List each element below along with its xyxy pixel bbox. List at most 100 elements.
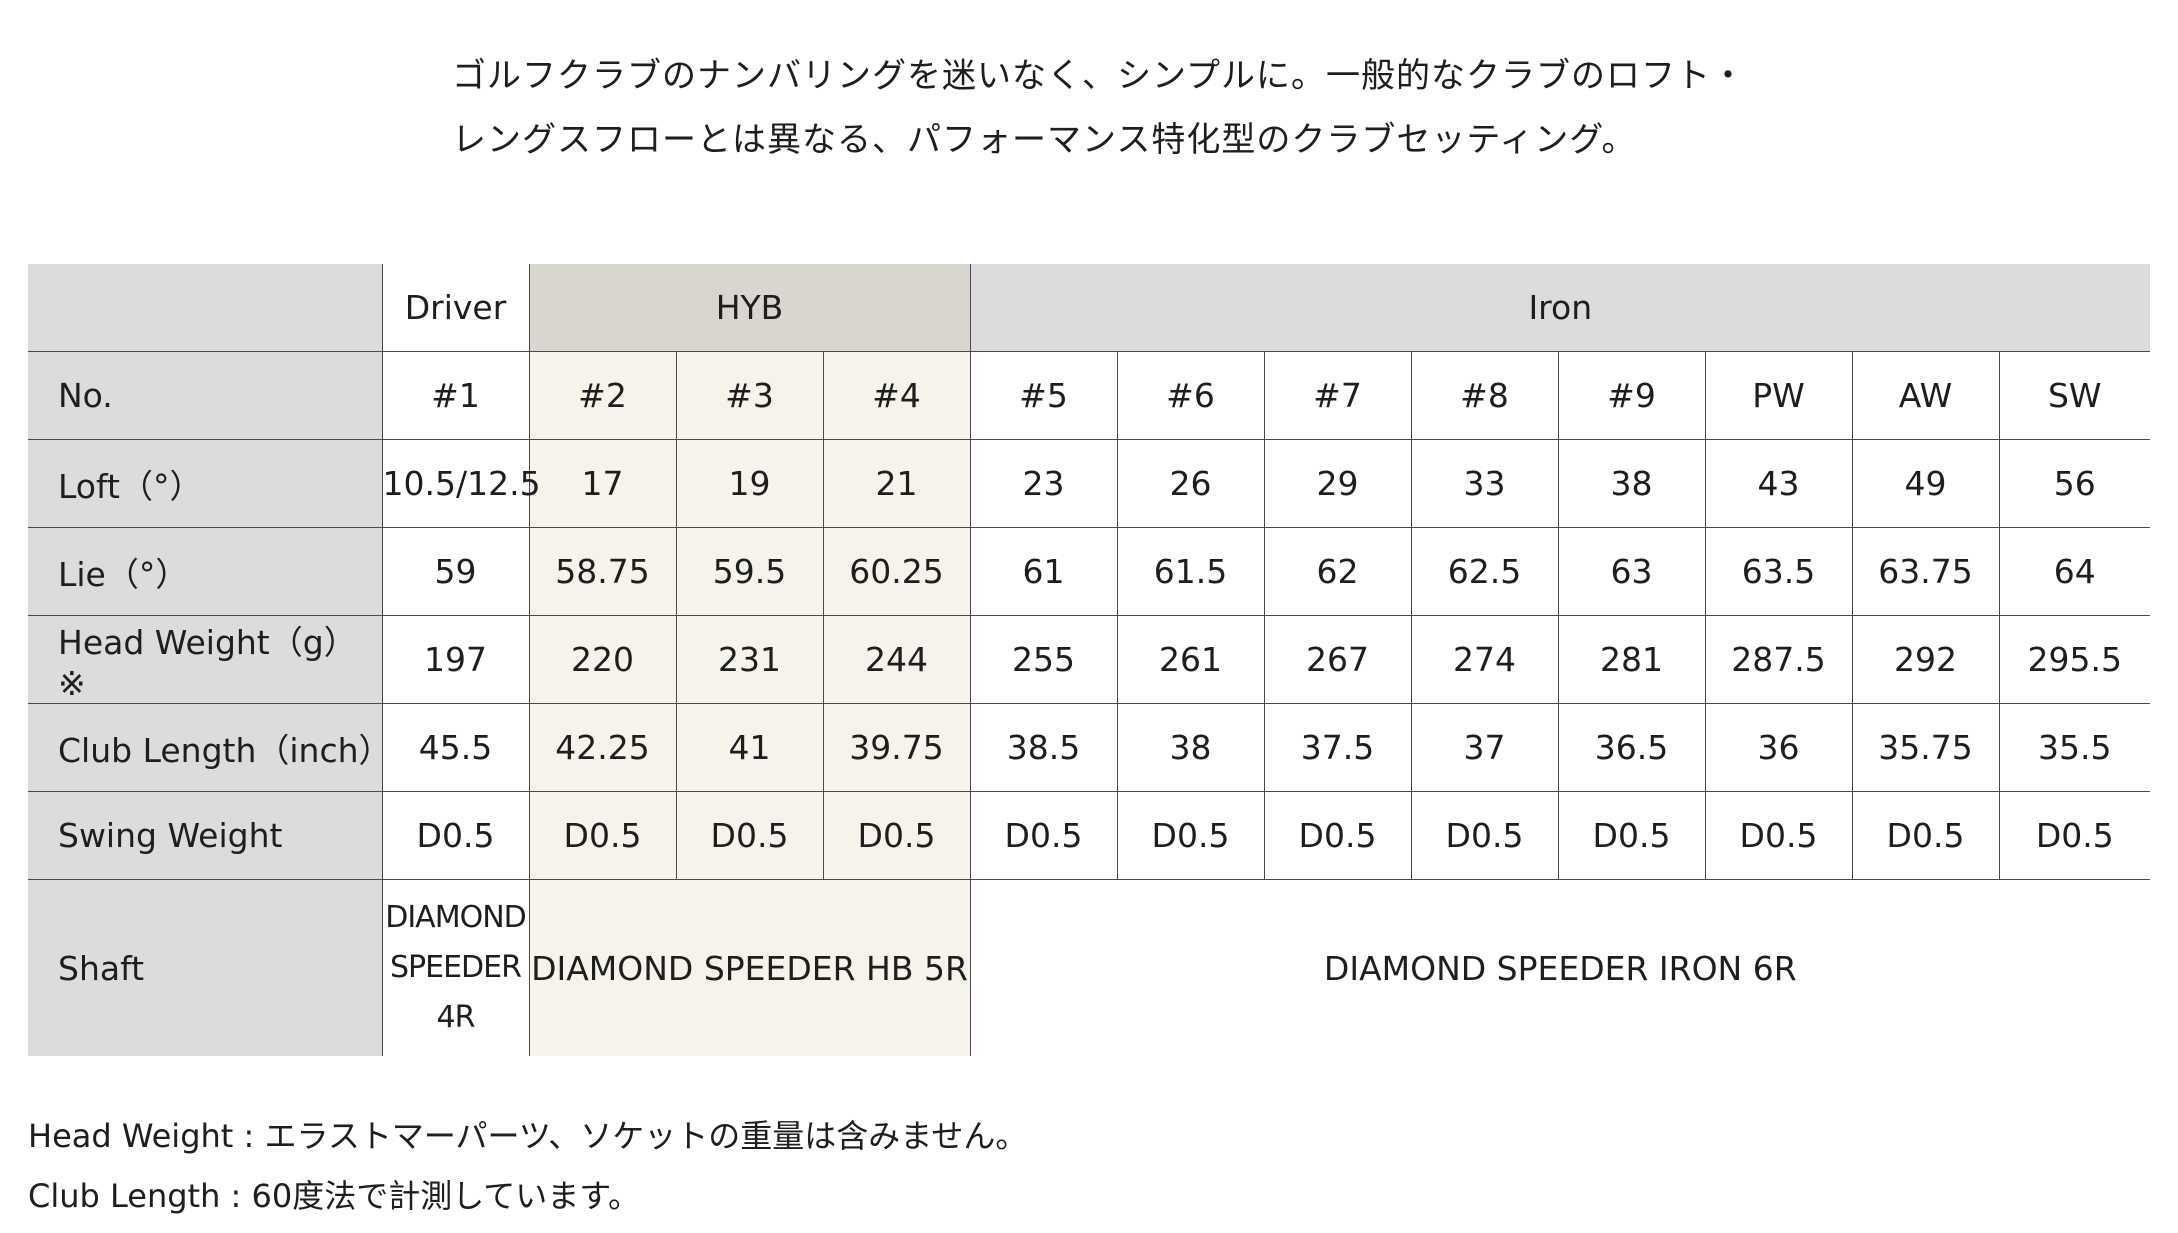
intro-line-2: レングスフローとは異なる、パフォーマンス特化型のクラブセッティング。 [452, 120, 1637, 160]
table-cell: 29 [1263, 439, 1412, 528]
table-cell: 37.5 [1263, 703, 1412, 792]
table-cell: 231 [675, 615, 824, 704]
table-cell: 23 [969, 439, 1118, 528]
table-cell: D0.5 [381, 791, 530, 880]
table-cell: #7 [1263, 351, 1412, 440]
table-cell: D0.5 [528, 791, 677, 880]
table-cell: 63.5 [1704, 527, 1853, 616]
table-cell: 36 [1704, 703, 1853, 792]
table-cell: 60.25 [822, 527, 971, 616]
table-cell: 261 [1116, 615, 1265, 704]
corner-cell [28, 264, 383, 352]
table-cell: 38 [1116, 703, 1265, 792]
table-cell: 255 [969, 615, 1118, 704]
table-cell: D0.5 [675, 791, 824, 880]
table-cell: AW [1851, 351, 2000, 440]
table-cell: 41 [675, 703, 824, 792]
table-cell: 62.5 [1410, 527, 1559, 616]
table-cell: D0.5 [822, 791, 971, 880]
table-cell: 62 [1263, 527, 1412, 616]
club-spec-table: Driver HYB Iron No. #1 #2 #3 #4 #5 #6 #7 #8 #9 PW A… [28, 264, 2151, 1056]
row-shaft: Shaft DIAMOND SPEEDER 4R DIAMOND SPEEDER… [28, 879, 2151, 1056]
row-loft: Loft（°） 10.5/12.5 17 19 21 23 26 29 33 38 43 49 56 [28, 439, 2151, 528]
table-cell: 58.75 [528, 527, 677, 616]
row-label: Swing Weight [28, 791, 383, 880]
group-hyb: HYB [528, 264, 971, 352]
table-cell: 19 [675, 439, 824, 528]
table-cell: #3 [675, 351, 824, 440]
table-cell: 59.5 [675, 527, 824, 616]
table-cell: 61.5 [1116, 527, 1265, 616]
table-cell: 45.5 [381, 703, 530, 792]
shaft-driver-line: SPEEDER [390, 950, 522, 985]
table-cell: 197 [381, 615, 530, 704]
table-cell: SW [1998, 351, 2151, 440]
table-cell: 21 [822, 439, 971, 528]
table-cell: 33 [1410, 439, 1559, 528]
table-cell: 295.5 [1998, 615, 2151, 704]
table-cell: 267 [1263, 615, 1412, 704]
table-cell: #4 [822, 351, 971, 440]
table-cell: 61 [969, 527, 1118, 616]
row-label: Loft（°） [28, 439, 383, 528]
shaft-driver-line: 4R [436, 1000, 476, 1035]
row-no: No. #1 #2 #3 #4 #5 #6 #7 #8 #9 PW AW SW [28, 351, 2151, 440]
table-cell: D0.5 [1263, 791, 1412, 880]
table-cell: 56 [1998, 439, 2151, 528]
table-cell: #6 [1116, 351, 1265, 440]
table-cell: 287.5 [1704, 615, 1853, 704]
table-cell: 63 [1557, 527, 1706, 616]
table-cell: 43 [1704, 439, 1853, 528]
table-cell: 63.75 [1851, 527, 2000, 616]
table-cell: 26 [1116, 439, 1265, 528]
row-head-weight: Head Weight（g）※ 197 220 231 244 255 261 267 274 2… [28, 615, 2151, 704]
table-cell: PW [1704, 351, 1853, 440]
table-cell: 244 [822, 615, 971, 704]
table-cell: D0.5 [1704, 791, 1853, 880]
table-cell: 17 [528, 439, 677, 528]
table-cell: #1 [381, 351, 530, 440]
row-swing-weight: Swing Weight D0.5 D0.5 D0.5 D0.5 D0.5 D0.5 D0.5… [28, 791, 2151, 880]
group-header-row: Driver HYB Iron [28, 264, 2151, 352]
table-cell: 64 [1998, 527, 2151, 616]
group-iron: Iron [969, 264, 2151, 352]
table-cell: 35.75 [1851, 703, 2000, 792]
row-label: No. [28, 351, 383, 440]
shaft-driver-line: DIAMOND [385, 900, 527, 935]
table-cell: 49 [1851, 439, 2000, 528]
table-cell: 38.5 [969, 703, 1118, 792]
table-cell: D0.5 [969, 791, 1118, 880]
table-cell: 59 [381, 527, 530, 616]
row-label: Head Weight（g）※ [28, 615, 383, 704]
footnote-head-weight: Head Weight : エラストマーパーツ、ソケットの重量は含みません。 [28, 1117, 1028, 1155]
shaft-iron: DIAMOND SPEEDER IRON 6R [969, 879, 2151, 1056]
table-cell: 220 [528, 615, 677, 704]
shaft-hyb: DIAMOND SPEEDER HB 5R [528, 879, 971, 1056]
row-lie: Lie（°） 59 58.75 59.5 60.25 61 61.5 62 62.5 63 63.5… [28, 527, 2151, 616]
table-cell: 36.5 [1557, 703, 1706, 792]
table-cell: 42.25 [528, 703, 677, 792]
shaft-driver: DIAMOND SPEEDER 4R [381, 879, 530, 1056]
group-driver: Driver [381, 264, 530, 352]
table-cell: 39.75 [822, 703, 971, 792]
intro-line-1: ゴルフクラブのナンバリングを迷いなく、シンプルに。一般的なクラブのロフト・ [452, 56, 1746, 96]
table-cell: 281 [1557, 615, 1706, 704]
table-cell: 37 [1410, 703, 1559, 792]
table-cell: 10.5/12.5 [381, 439, 541, 528]
table-cell: 35.5 [1998, 703, 2151, 792]
table-cell: 38 [1557, 439, 1706, 528]
table-cell: 274 [1410, 615, 1559, 704]
row-club-length: Club Length（inch） 45.5 42.25 41 39.75 38.5 38 3… [28, 703, 2151, 792]
row-label: Shaft [28, 879, 383, 1056]
table-cell: D0.5 [1998, 791, 2151, 880]
table-cell: D0.5 [1851, 791, 2000, 880]
table-cell: #5 [969, 351, 1118, 440]
intro-text: ゴルフクラブのナンバリングを迷いなく、シンプルに。一般的なクラブのロフト・ レン… [452, 44, 2152, 172]
footnotes: Head Weight : エラストマーパーツ、ソケットの重量は含みません。 C… [28, 1106, 1027, 1226]
table-cell: D0.5 [1557, 791, 1706, 880]
row-label: Club Length（inch） [28, 703, 392, 792]
footnote-club-length: Club Length : 60度法で計測しています。 [28, 1177, 641, 1215]
table-cell: D0.5 [1116, 791, 1265, 880]
table-cell: #8 [1410, 351, 1559, 440]
table-cell: #9 [1557, 351, 1706, 440]
